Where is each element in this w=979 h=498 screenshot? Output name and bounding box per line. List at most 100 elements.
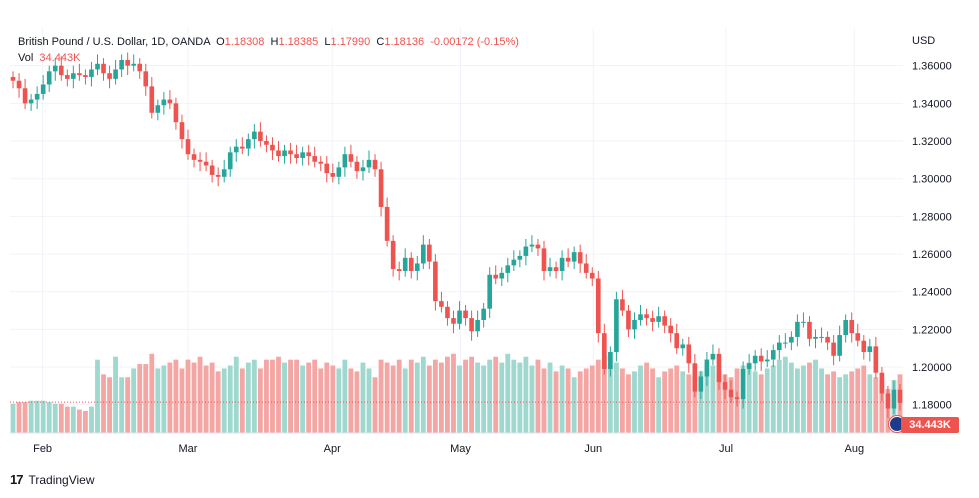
candle [264,135,269,153]
candle [258,122,263,147]
candle [16,73,22,98]
volume-bar [191,362,197,433]
candle-body [469,318,474,332]
candle [161,92,167,115]
volume-bar [28,400,34,433]
volume-bar [221,368,227,433]
candle [354,156,360,179]
candle [10,71,16,89]
volume-bar [613,362,619,433]
candle-body [825,336,830,343]
candle [770,344,776,368]
candle-body [330,173,336,177]
candle-body [22,88,28,104]
volume-bar [807,362,812,433]
candle-body [366,159,372,168]
volume-bar [867,374,873,433]
volume-bar [318,368,324,433]
footer-branding[interactable]: 17 TradingView [10,472,95,487]
candle-body [294,154,299,158]
candle [608,346,613,377]
candle-body [589,272,595,279]
candle-body [867,346,873,352]
candle-body [632,319,637,330]
candle-body [167,99,173,104]
volume-label[interactable]: Vol [18,52,34,64]
volume-bar [782,356,788,433]
volume-bar [414,362,420,433]
volume-bar [638,365,643,433]
candle-body [704,359,710,377]
candle [294,144,299,164]
candle-body [583,263,589,273]
candle-body [752,355,758,364]
candles [10,52,903,418]
candle-body [541,248,547,271]
volume-bar [34,400,40,433]
volume-bar [541,368,547,433]
candle-body [602,333,607,369]
candle [740,361,746,409]
volume-bar [161,365,167,433]
candle-body [445,306,450,319]
candle [276,141,281,162]
candle [215,167,221,187]
candle-body [758,355,764,362]
candle [511,250,517,271]
price-axis[interactable]: 1.36000 1.34000 1.32000 1.30000 1.28000 1.260… [912,61,952,412]
price-tick-label: 1.18000 [912,400,952,412]
candle [722,374,728,400]
candle [270,137,275,160]
candle-body [523,246,529,256]
candle [282,144,287,164]
volume-bar [517,362,523,433]
volume-bar [770,365,776,433]
candle-body [203,161,209,166]
volume-bar [58,403,64,433]
candle [203,152,209,172]
candle [595,271,601,343]
volume-bar [873,377,879,433]
candle-body [40,84,46,94]
candle-body [728,389,734,398]
volume-bar [469,356,475,433]
candle-body [58,65,64,76]
volume-bar [686,374,692,433]
plot-area[interactable] [10,28,903,433]
candle [439,291,444,313]
low-label: L [324,36,331,48]
volume-bar [463,359,468,433]
candle [306,144,311,166]
candle-body [698,376,704,392]
volume-bar [294,359,300,433]
volume-bar [668,368,674,433]
candle-body [481,308,486,320]
candle-body [463,310,468,319]
symbol-title[interactable]: British Pound / U.S. Dollar, 1D, OANDA [18,36,210,48]
candle [384,197,390,247]
candle [602,323,607,375]
candle [239,137,245,155]
candle [837,325,842,362]
volume-bar [656,377,662,433]
candle [475,310,480,337]
high-value: 1.18385 [278,36,319,48]
time-axis[interactable]: Feb Mar Apr May Jun Jul Aug [33,443,864,455]
volume-bar [197,356,203,433]
candle [390,235,396,277]
candle [541,240,547,281]
volume-bar [855,368,861,433]
candle-body [324,163,330,174]
candle-body [378,169,384,207]
volume-bar [408,359,414,433]
volume-bar [794,368,800,433]
candle [698,370,704,400]
currency-label: USD [912,35,935,47]
volume-bar [674,365,680,433]
candle [638,304,643,326]
candle [463,304,468,326]
volume-bar [330,365,336,433]
candle-body [873,346,879,373]
candle [783,333,788,349]
